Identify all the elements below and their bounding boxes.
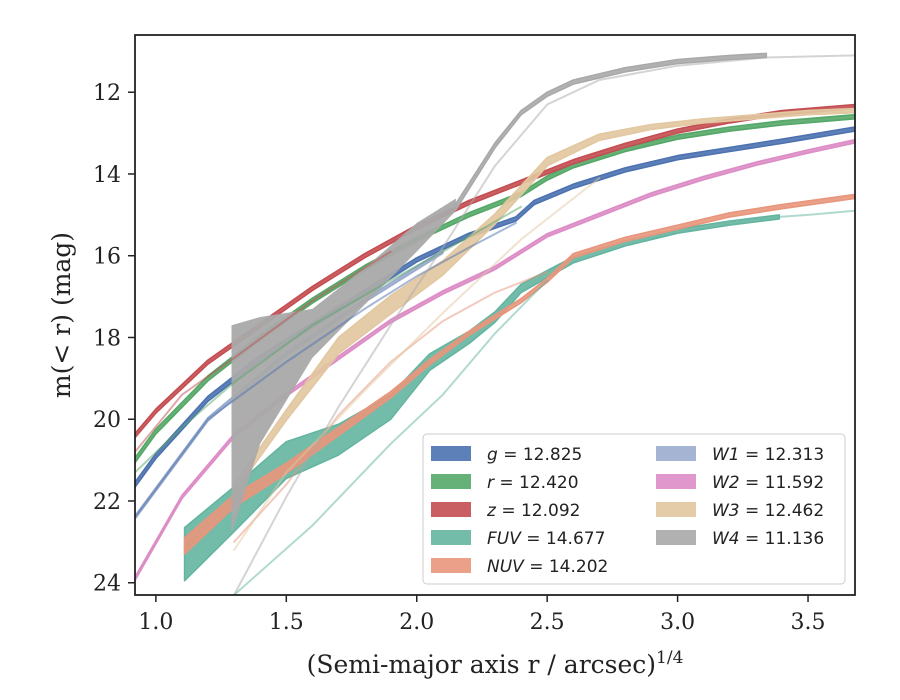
legend-box: [422, 433, 846, 585]
legend-label-r: r = 12.420: [487, 473, 579, 493]
legend-label-w4: W4 = 11.136: [712, 529, 824, 549]
plot-frame: [134, 34, 856, 596]
legend-swatch-w3: [656, 502, 696, 517]
x-tick-label: 1.5: [269, 610, 304, 635]
legend-label-nuv: NUV = 14.202: [487, 557, 608, 577]
y-tick-label: 20: [93, 408, 121, 433]
series-w4-band: [231, 198, 456, 534]
y-tick-label: 12: [93, 81, 121, 106]
x-tick-label: 3.5: [791, 610, 826, 635]
series-nuv-line: [183, 193, 855, 555]
legend-swatch-r: [431, 474, 471, 489]
series-w3-faint-line: [233, 177, 601, 551]
x-tick-label: 2.5: [530, 610, 565, 635]
series-r-faint-line: [135, 205, 523, 474]
series-w4-faint-line: [233, 54, 855, 595]
series-fuv-faint2-line: [233, 279, 549, 595]
series-nuv-faint-line: [233, 271, 549, 543]
y-axis-label: m(< r) (mag): [47, 232, 76, 398]
legend-swatch-z: [431, 502, 471, 517]
legend-swatch-fuv: [431, 530, 471, 545]
legend-swatch-w1: [656, 446, 696, 461]
y-tick-label: 18: [93, 326, 121, 351]
y-tick-label: 14: [93, 163, 121, 188]
y-tick-label: 24: [93, 572, 121, 597]
series-z-faint-line: [135, 250, 392, 453]
y-axis-ticks: 12 14 16 18 20 22 24: [93, 81, 135, 597]
x-tick-label: 2.0: [399, 610, 434, 635]
line-layer: [135, 54, 855, 595]
legend-label-z: z = 12.092: [486, 501, 580, 521]
series-fuv-faint-line: [778, 209, 855, 218]
legend-label-w3: W3 = 12.462: [712, 501, 824, 521]
legend-swatch-w4: [656, 530, 696, 545]
legend-swatch-nuv: [431, 558, 471, 573]
x-tick-label: 1.0: [138, 610, 173, 635]
legend-items: g = 12.825 r = 12.420 z = 12.092 FUV = 14.6…: [431, 445, 824, 577]
y-tick-label: 16: [93, 245, 121, 270]
series-g-faint-line: [135, 222, 517, 519]
series-z-line: [135, 103, 855, 439]
series-w2-line: [135, 138, 855, 582]
legend-label-w1: W1 = 12.313: [712, 445, 824, 465]
legend-label-g: g = 12.825: [487, 445, 582, 465]
series-w3-line: [233, 107, 855, 494]
legend: g = 12.825 r = 12.420 z = 12.092 FUV = 14.6…: [422, 433, 846, 585]
y-tick-label: 22: [93, 490, 121, 515]
legend-label-fuv: FUV = 14.677: [487, 529, 605, 549]
series-w4-line: [455, 52, 768, 211]
x-axis-ticks: 1.0 1.5 2.0 2.5 3.0 3.5: [138, 595, 826, 635]
legend-label-w2: W2 = 11.592: [712, 473, 824, 493]
legend-swatch-g: [431, 446, 471, 461]
x-tick-label: 3.0: [660, 610, 695, 635]
x-axis-label: (Semi-major axis r / arcsec)1/4: [307, 648, 684, 679]
legend-swatch-w2: [656, 474, 696, 489]
